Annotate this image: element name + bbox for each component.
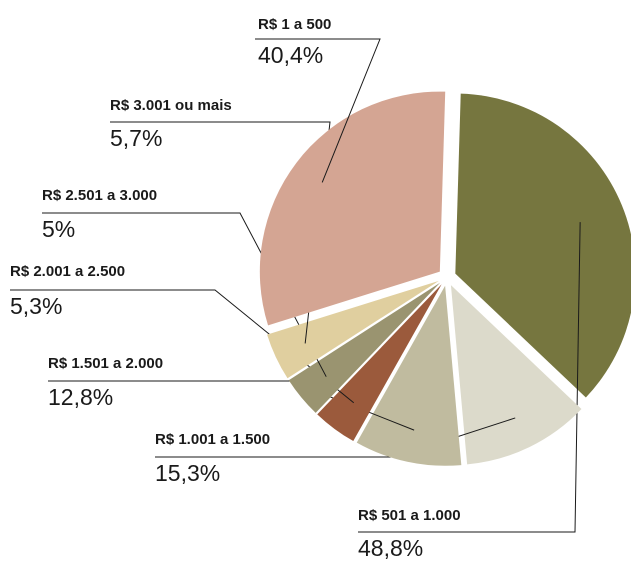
slice-percent: 5,7%: [110, 125, 162, 151]
slice-name: R$ 3.001 ou mais: [110, 97, 232, 114]
leader-line: [358, 222, 581, 533]
slice-name: R$ 2.501 a 3.000: [42, 187, 157, 204]
slice-name: R$ 501 a 1.000: [358, 507, 461, 524]
pie-slice: [450, 285, 582, 465]
pie-slice: [267, 280, 439, 379]
slice-percent: 48,8%: [358, 535, 423, 561]
pie-slice: [356, 285, 462, 466]
slice-name: R$ 1 a 500: [258, 16, 331, 33]
slice-percent: 12,8%: [48, 384, 113, 410]
slice-name: R$ 2.001 a 2.500: [10, 263, 125, 280]
leader-line: [255, 38, 381, 183]
pie-slice: [455, 93, 631, 398]
slice-name: R$ 1.501 a 2.000: [48, 355, 163, 372]
pie-slice: [288, 282, 441, 413]
pie-slice: [259, 91, 446, 326]
slice-percent: 40,4%: [258, 42, 323, 68]
slice-percent: 5,3%: [10, 293, 62, 319]
slice-percent: 15,3%: [155, 460, 220, 486]
slice-percent: 5%: [42, 216, 75, 242]
leader-line: [42, 212, 327, 377]
pie-slice: [317, 284, 442, 442]
slice-name: R$ 1.001 a 1.500: [155, 431, 270, 448]
